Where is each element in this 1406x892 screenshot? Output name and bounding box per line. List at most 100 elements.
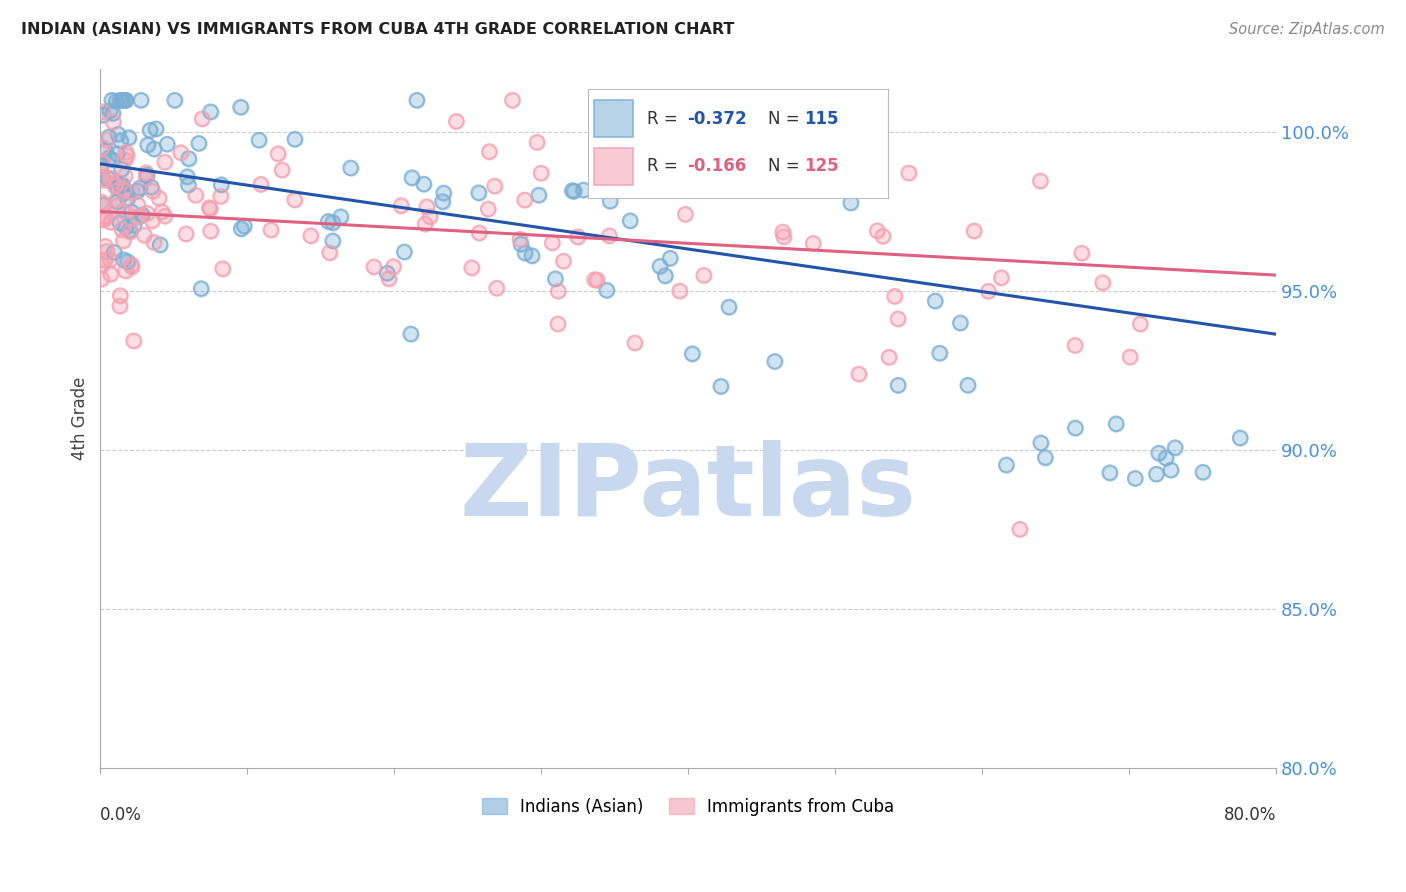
Point [547, 285, 569, 299]
Point [401, 170, 423, 185]
Point [485, 281, 508, 295]
Point [170, 145, 193, 160]
Point [510, 237, 533, 252]
Point [1146, 467, 1168, 481]
Point [510, 237, 533, 252]
Point [93, 197, 115, 211]
Point [318, 245, 340, 260]
Point [96, 244, 118, 259]
Y-axis label: 4th Grade: 4th Grade [72, 376, 89, 459]
Point [229, 100, 252, 114]
Point [668, 284, 690, 298]
Text: Source: ZipAtlas.com: Source: ZipAtlas.com [1229, 22, 1385, 37]
Point [200, 224, 222, 238]
Point [121, 186, 143, 200]
Point [143, 142, 166, 156]
Point [520, 249, 543, 263]
Point [134, 228, 156, 243]
Point [163, 93, 186, 107]
Point [105, 146, 128, 161]
Point [115, 93, 138, 107]
Point [956, 378, 979, 392]
Point [567, 229, 589, 244]
Point [547, 285, 569, 299]
Point [271, 163, 294, 178]
Point [200, 202, 222, 216]
Point [91, 212, 114, 227]
Point [772, 229, 794, 244]
Point [187, 136, 209, 151]
Point [412, 177, 434, 191]
Point [148, 191, 170, 205]
Point [98, 151, 121, 165]
Point [101, 106, 124, 120]
Point [153, 209, 176, 223]
Point [526, 136, 548, 150]
Point [101, 93, 124, 107]
Point [363, 260, 385, 274]
Point [413, 217, 436, 231]
Point [128, 181, 150, 195]
Point [111, 93, 134, 107]
Point [432, 194, 454, 209]
Point [848, 367, 870, 381]
Point [501, 93, 523, 107]
Point [1008, 522, 1031, 536]
Point [114, 264, 136, 278]
Point [93, 173, 115, 187]
Point [572, 183, 595, 197]
Point [139, 123, 162, 137]
Point [924, 293, 946, 308]
Point [111, 204, 134, 219]
Point [399, 326, 422, 341]
Point [91, 198, 114, 212]
Point [405, 93, 427, 107]
Point [530, 166, 553, 180]
Point [115, 93, 138, 107]
Point [284, 132, 307, 146]
Point [107, 127, 129, 141]
Point [233, 219, 256, 233]
Point [839, 195, 862, 210]
Point [1192, 465, 1215, 479]
Point [176, 169, 198, 184]
Point [710, 379, 733, 393]
Point [828, 161, 851, 176]
Point [619, 213, 641, 227]
Point [134, 228, 156, 243]
Point [478, 145, 501, 159]
Point [866, 224, 889, 238]
Point [1123, 471, 1146, 485]
Point [94, 144, 117, 158]
Point [412, 177, 434, 191]
Point [1160, 463, 1182, 477]
Point [1098, 466, 1121, 480]
Point [977, 285, 1000, 299]
Point [90, 272, 112, 286]
Point [283, 193, 305, 207]
Point [928, 346, 950, 360]
Point [1035, 450, 1057, 465]
Point [111, 93, 134, 107]
Point [91, 198, 114, 212]
Point [956, 378, 979, 392]
Point [432, 194, 454, 209]
Point [553, 254, 575, 268]
Point [111, 178, 134, 193]
Point [105, 94, 128, 108]
Point [394, 244, 416, 259]
Point [141, 213, 163, 227]
Point [114, 169, 136, 183]
Point [562, 184, 585, 198]
Point [1129, 317, 1152, 331]
Point [108, 216, 131, 230]
Point [1192, 465, 1215, 479]
Point [94, 239, 117, 253]
Point [468, 226, 491, 240]
Point [108, 216, 131, 230]
Point [700, 145, 723, 160]
Point [98, 151, 121, 165]
Point [93, 210, 115, 224]
Point [1147, 446, 1170, 460]
Point [477, 202, 499, 216]
